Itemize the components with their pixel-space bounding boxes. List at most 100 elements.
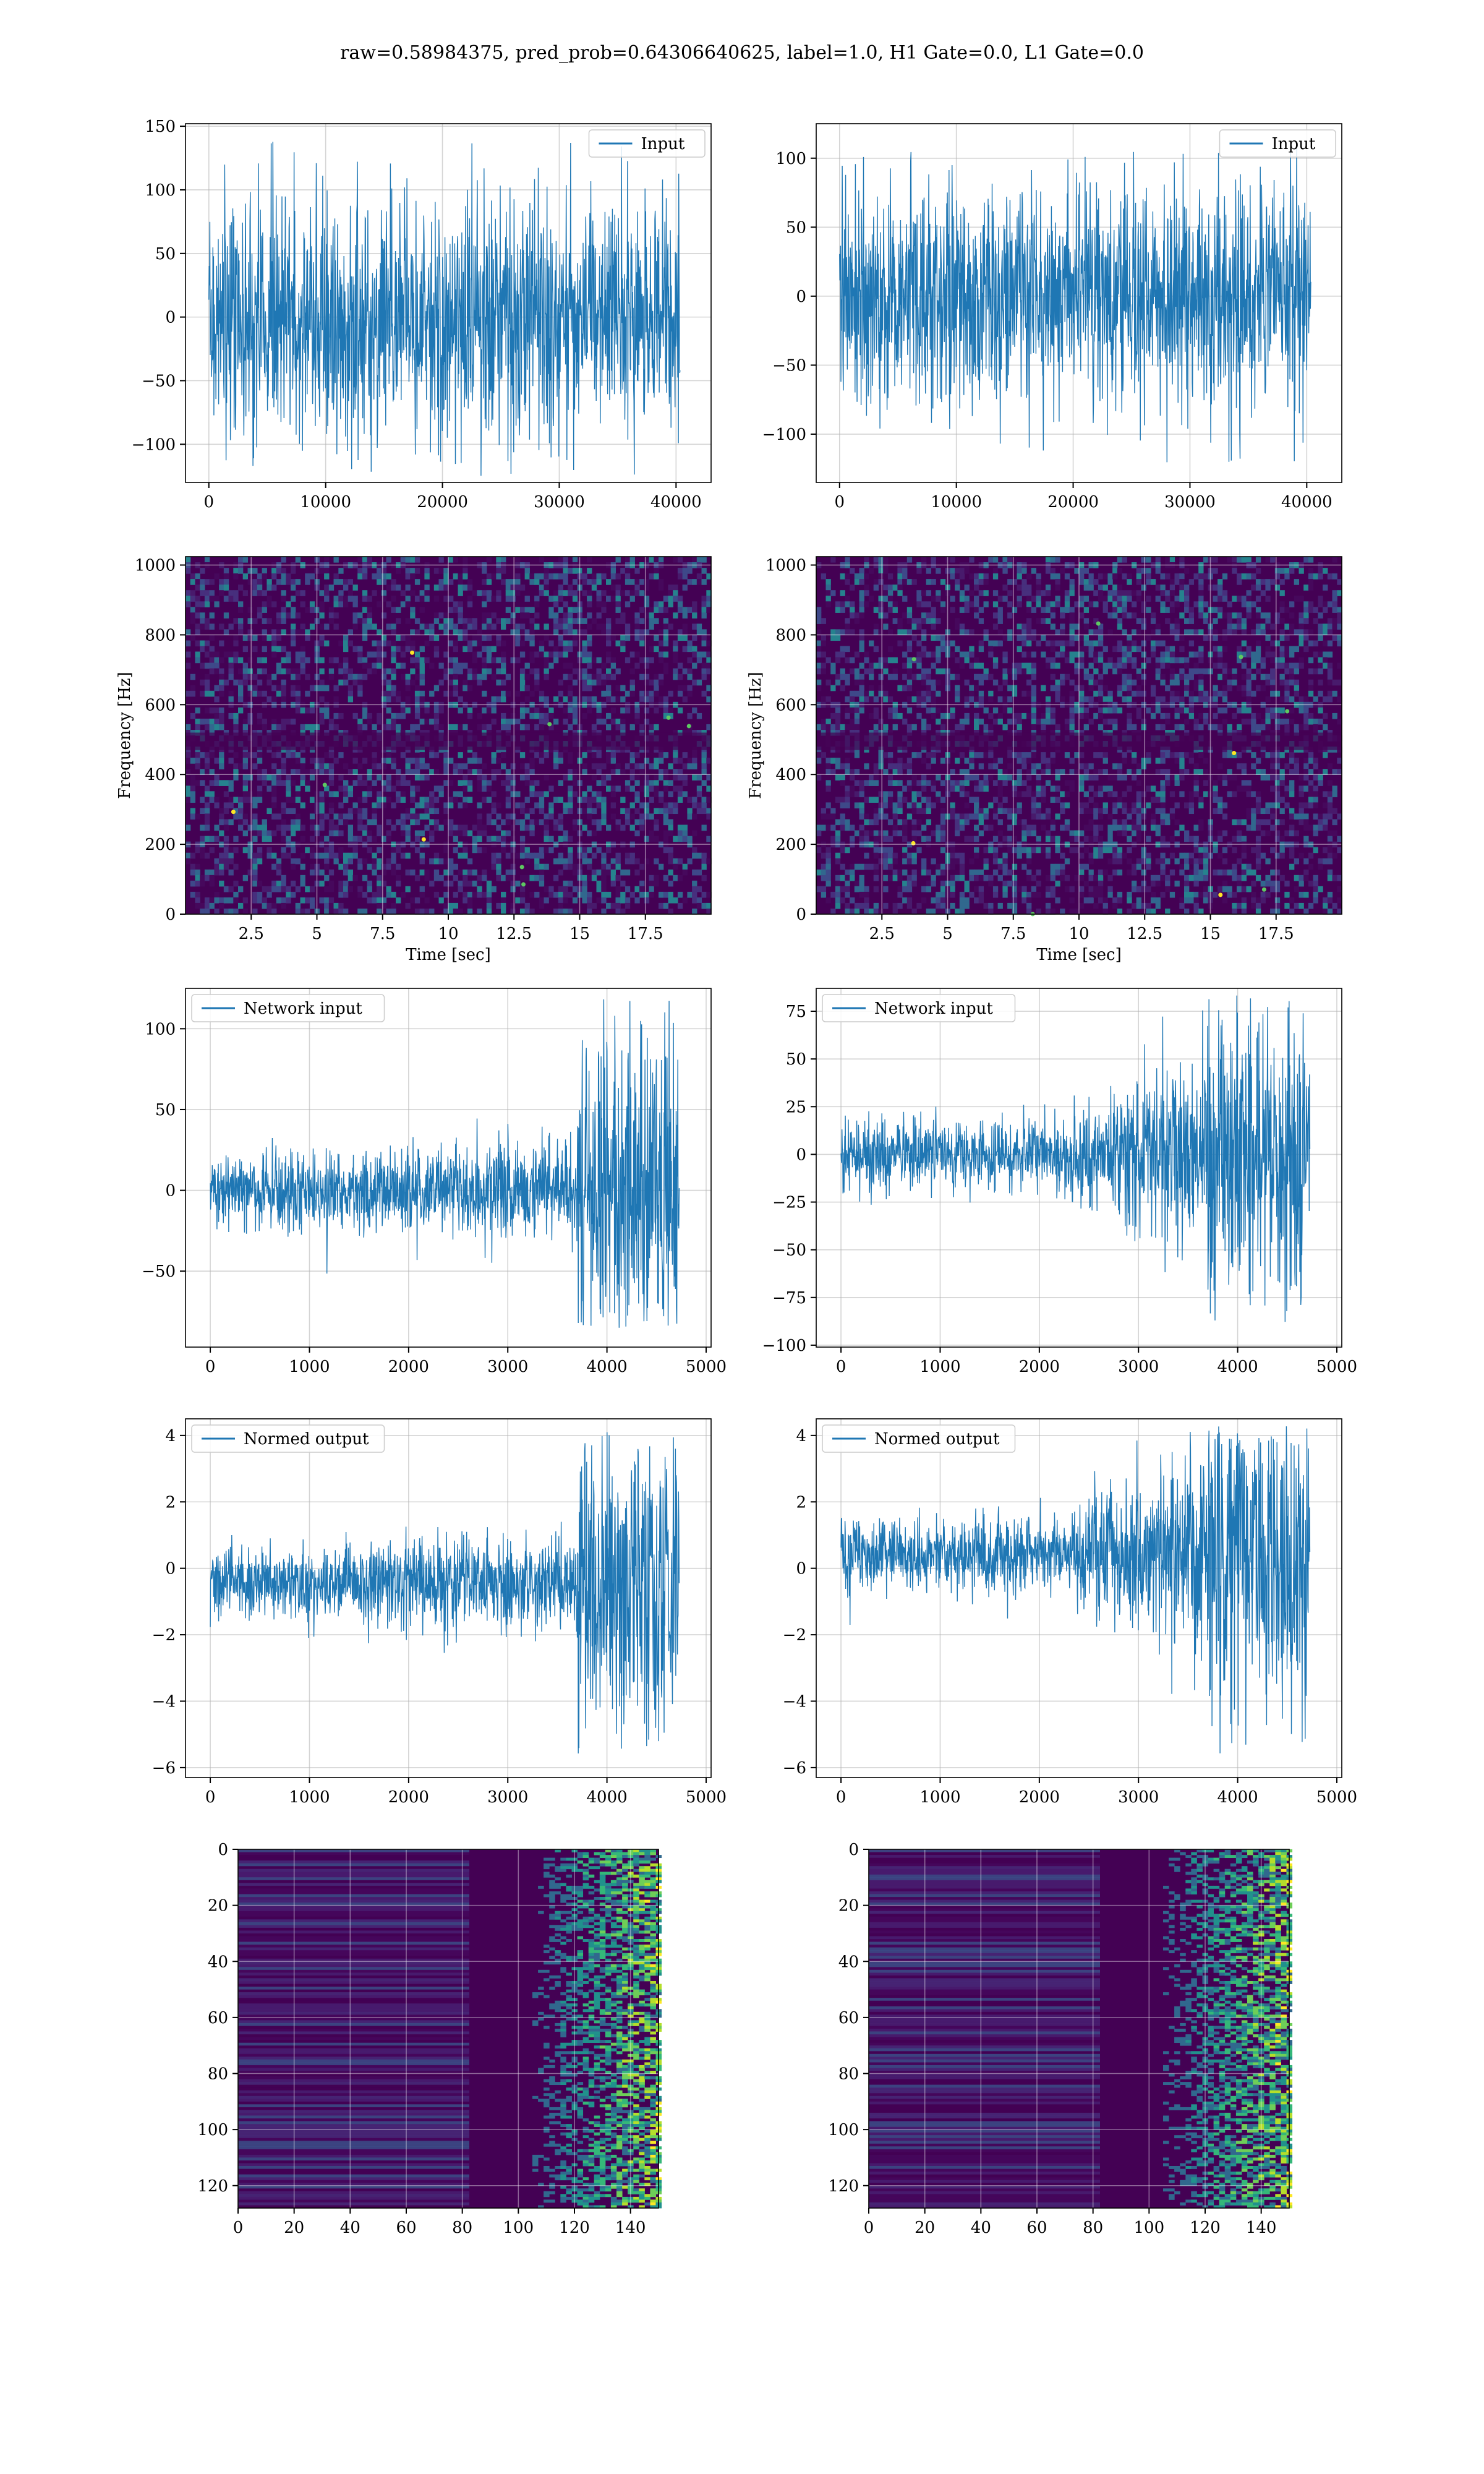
spectrogram-cell [233, 568, 239, 574]
spectrogram-cell [1002, 808, 1008, 815]
spectrogram-cell [1041, 724, 1046, 730]
spectrogram-cell [649, 701, 654, 708]
spectrogram-cell [252, 824, 258, 831]
spectrogram-cell [974, 797, 979, 803]
spectrogram-cell [242, 774, 249, 781]
spectrogram-cell [377, 891, 382, 898]
spectrogram-cell [190, 618, 196, 624]
spectrogram-cell [687, 836, 693, 842]
spectrogram-cell [1060, 909, 1065, 915]
spectrogram-cell [601, 869, 607, 876]
spectrogram-cell [228, 785, 234, 792]
spectrogram-cell [496, 802, 501, 809]
spectrogram-cell [840, 841, 845, 848]
spectrogram-cell [386, 668, 391, 675]
spectrogram-cell [219, 679, 224, 686]
spectrogram-cell [615, 785, 621, 792]
spectrogram-cell [223, 596, 229, 602]
spectrogram-cell [897, 797, 903, 803]
spectrogram-cell [338, 679, 344, 686]
spectrogram-cell [438, 785, 444, 792]
spectrogram-cell [582, 897, 587, 904]
spectrogram-cell [448, 824, 454, 831]
spectrogram-cell [357, 891, 363, 898]
spectrogram-cell [596, 590, 602, 596]
spectrogram-cell [295, 797, 301, 803]
spectrogram-cell [410, 897, 416, 904]
spectrogram-cell [544, 573, 549, 580]
spectrogram-cell [883, 863, 889, 870]
spectrogram-cell [1055, 596, 1060, 602]
spectrogram-cell [587, 679, 592, 686]
spectrogram-cell [568, 847, 573, 854]
spectrogram-cell [634, 886, 640, 892]
spectrogram-cell [314, 640, 320, 647]
spectrogram-cell [916, 568, 922, 574]
spectrogram-cell [515, 557, 521, 563]
spectrogram-cell [568, 802, 573, 809]
spectrogram-cell [654, 679, 659, 686]
spectrogram-cell [314, 758, 320, 764]
spectrogram-cell [491, 623, 497, 630]
spectrogram-cell [926, 869, 932, 876]
spectrogram-cell [558, 902, 564, 909]
spectrogram-cell [864, 863, 869, 870]
spectrogram-cell [677, 635, 683, 641]
spectrogram-cell [463, 685, 468, 691]
spectrogram-cell [233, 769, 239, 775]
spectrogram-cell [701, 763, 707, 769]
spectrogram-cell [281, 769, 286, 775]
spectrogram-cell [1045, 875, 1051, 881]
spectrogram-cell [931, 785, 936, 792]
spectrogram-cell [510, 780, 516, 786]
spectrogram-cell [615, 596, 621, 602]
spectrogram-cell [544, 713, 549, 719]
spectrogram-cell [209, 875, 215, 881]
spectrogram-cell [438, 612, 444, 618]
spectrogram-cell [186, 690, 191, 697]
spectrogram-cell [1041, 713, 1046, 719]
spectrogram-cell [964, 651, 970, 658]
spectrogram-cell [200, 847, 205, 854]
spectrogram-cell [214, 836, 220, 842]
spectrogram-cell [921, 863, 927, 870]
spectrogram-cell [1055, 841, 1060, 848]
spectrogram-cell [214, 802, 220, 809]
spectrogram-cell [482, 674, 487, 680]
spectrogram-cell [463, 635, 468, 641]
spectrogram-cell [190, 774, 196, 781]
spectrogram-cell [940, 601, 946, 607]
spectrogram-cell [505, 875, 511, 881]
spectrogram-cell [300, 802, 305, 809]
spectrogram-cell [978, 640, 984, 647]
spectrogram-cell [906, 579, 913, 585]
spectrogram-cell [276, 662, 282, 669]
spectrogram-cell [897, 758, 903, 764]
spectrogram-cell [945, 674, 950, 680]
spectrogram-cell [668, 852, 673, 859]
spectrogram-cell [544, 623, 549, 630]
spectrogram-cell [319, 791, 325, 797]
spectrogram-cell [458, 724, 463, 730]
spectrogram-cell [1069, 909, 1075, 915]
spectrogram-cell [372, 562, 377, 568]
spectrogram-cell [644, 557, 650, 563]
spectrogram-cell [319, 685, 325, 691]
spectrogram-cell [873, 902, 879, 909]
spectrogram-cell [496, 813, 501, 820]
spectrogram-cell [606, 651, 612, 658]
spectrogram-cell [305, 657, 310, 664]
spectrogram-cell [438, 707, 444, 714]
spectrogram-cell [959, 819, 965, 826]
spectrogram-cell [352, 780, 358, 786]
spectrogram-cell [438, 557, 444, 563]
spectrogram-cell [582, 568, 587, 574]
spectrogram-cell [634, 780, 640, 786]
spectrogram-cell [319, 590, 325, 596]
spectrogram-cell [486, 618, 492, 624]
spectrogram-cell [558, 897, 564, 904]
spectrogram-cell [902, 579, 908, 585]
spectrogram-cell [563, 612, 568, 618]
spectrogram-cell [276, 780, 282, 786]
spectrogram-cell [825, 824, 831, 831]
